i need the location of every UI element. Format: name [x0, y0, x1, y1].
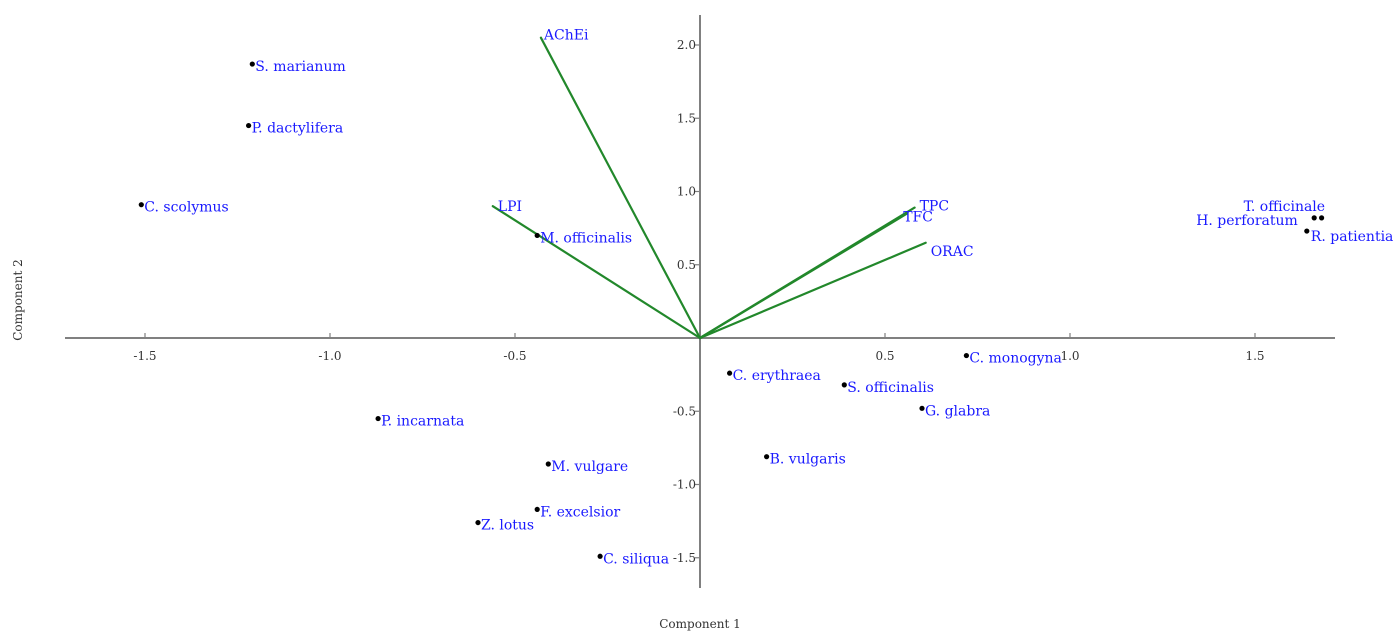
point-label: C. monogyna: [969, 351, 1062, 367]
point-label: T. officinale: [1244, 199, 1325, 215]
loading-vector: [539, 36, 702, 340]
data-point: [1304, 228, 1310, 234]
point-label: M. vulgare: [551, 459, 628, 475]
loading-vector: [491, 205, 702, 340]
point-label: C. erythraea: [733, 368, 821, 384]
point-label: B. vulgaris: [770, 452, 846, 468]
y-tick-label: 2.0: [677, 38, 696, 52]
data-point: [919, 405, 925, 411]
loading-label: ORAC: [931, 244, 974, 260]
point-label: P. incarnata: [381, 414, 464, 430]
y-tick-label: -1.0: [673, 478, 696, 492]
point-label: P. dactylifera: [252, 121, 344, 137]
point-label: S. marianum: [255, 59, 345, 75]
data-point: [727, 370, 733, 376]
data-point: [475, 519, 481, 526]
data-point: [138, 202, 144, 208]
y-tick-label: 1.5: [677, 111, 696, 125]
point-label: H. perforatum: [1196, 213, 1298, 229]
point-label: G. glabra: [925, 403, 990, 419]
ticks: -1.5 -1.0 -0.5 0.5 1.0 1.5 2.0 1.5 1.0 0.5 -0.5 -1.…: [133, 38, 1264, 565]
data-point: [1319, 215, 1325, 221]
data-point: [841, 382, 847, 388]
data-point: [249, 61, 255, 67]
y-tick-label: 0.5: [677, 258, 696, 272]
loading-label: TFC: [903, 209, 933, 225]
point-label: R. patientia: [1311, 229, 1394, 245]
x-axis-title: Component 1: [659, 617, 741, 631]
x-tick-label: -1.0: [318, 349, 341, 363]
point-label: Z. lotus: [481, 518, 534, 534]
data-point: [1311, 215, 1317, 221]
point-label: C. scolymus: [144, 200, 228, 216]
loading-label: AChEi: [543, 28, 589, 44]
x-tick-label: 1.0: [1060, 349, 1079, 363]
data-point: [597, 553, 603, 559]
point-label: F. excelsior: [540, 504, 620, 520]
y-axis-title: Component 2: [11, 259, 25, 341]
data-point: [963, 352, 970, 359]
y-tick-label: -1.5: [673, 551, 696, 565]
x-tick-label: 1.5: [1245, 349, 1264, 363]
axes: [65, 15, 1335, 588]
data-point: [534, 506, 540, 513]
loading-vector: [698, 241, 927, 340]
data-point: [545, 461, 551, 467]
data-point: [764, 454, 770, 460]
data-point: [375, 415, 381, 422]
score-points: S. marianum P. dactylifera C. scolymus M. o…: [138, 59, 1394, 567]
data-point: [534, 232, 540, 239]
y-tick-label: 1.0: [677, 185, 696, 199]
loading-label: TPC: [920, 199, 949, 215]
x-tick-label: -1.5: [133, 349, 156, 363]
x-tick-label: 0.5: [875, 349, 894, 363]
data-point: [246, 122, 252, 129]
x-tick-label: -0.5: [503, 349, 526, 363]
point-label: C. siliqua: [603, 551, 669, 567]
point-label: M. officinalis: [540, 230, 632, 246]
point-label: S. officinalis: [847, 380, 934, 396]
loading-vector: [698, 212, 909, 340]
loading-label: LPI: [498, 199, 522, 215]
y-tick-label: -0.5: [673, 404, 696, 418]
